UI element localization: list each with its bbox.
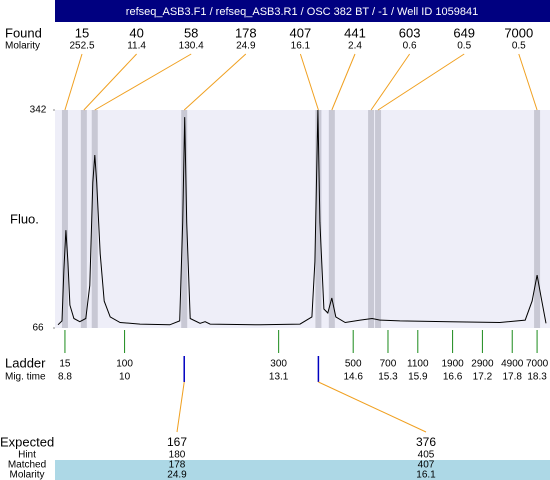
expected-row-label: Hint [18, 450, 36, 461]
found-size: 15 [75, 25, 89, 40]
mig-time: 14.6 [343, 372, 363, 383]
found-label: Found [5, 25, 42, 40]
found-size: 178 [235, 25, 257, 40]
peak-band [315, 110, 322, 328]
y-tick-label: 342 [30, 105, 47, 116]
ladder-size: 700 [380, 359, 397, 370]
peak-band [375, 110, 382, 328]
peak-band [534, 110, 541, 328]
ladder-size: 2900 [471, 359, 494, 370]
peak-connector [83, 53, 137, 111]
found-size: 58 [184, 25, 198, 40]
ladder-size: 500 [345, 359, 362, 370]
ladder-size: 15 [59, 359, 71, 370]
peak-band [61, 110, 68, 328]
expected-row-label: Expected [0, 434, 54, 449]
peak-band [91, 110, 98, 328]
found-molarity: 2.4 [348, 41, 362, 52]
peak-band [80, 110, 87, 328]
peak-band [368, 110, 375, 328]
peak-connector [518, 53, 538, 111]
expected-connector [318, 381, 427, 433]
found-molarity: 16.1 [291, 41, 311, 52]
peak-connector [183, 53, 247, 111]
peak-band [181, 110, 188, 328]
matched-molarity: 16.1 [416, 470, 436, 480]
ladder-size: 100 [116, 359, 133, 370]
matched-molarity: 24.9 [167, 470, 187, 480]
found-molarity: 11.4 [127, 41, 146, 52]
expected-connector [176, 381, 185, 433]
peak-connector [377, 53, 465, 111]
found-molarity: 130.4 [179, 41, 204, 52]
mig-time: 8.8 [58, 372, 72, 383]
y-label: Fluo. [10, 211, 39, 226]
mig-time: 15.9 [408, 372, 428, 383]
title-bar [55, 0, 550, 22]
mig-time-label: Mig. time [5, 372, 46, 383]
expected-size: 376 [416, 435, 436, 449]
mig-time: 17.2 [473, 372, 493, 383]
ladder-size: 300 [270, 359, 287, 370]
peak-band [328, 110, 335, 328]
found-size: 407 [290, 25, 312, 40]
mig-time: 15.3 [378, 372, 398, 383]
y-tick-label: 66 [32, 323, 44, 334]
found-molarity: 0.5 [512, 41, 526, 52]
mig-time: 10 [119, 372, 131, 383]
found-molarity: 0.6 [403, 41, 417, 52]
matched: 178 [169, 460, 186, 471]
peak-connector [94, 53, 192, 111]
matched-band [55, 460, 550, 480]
mig-time: 16.6 [443, 372, 463, 383]
ladder-label: Ladder [5, 355, 46, 370]
expected-row-label: Molarity [9, 470, 44, 480]
hint: 180 [169, 450, 186, 461]
peak-connector [331, 53, 356, 111]
found-molarity: 24.9 [236, 41, 256, 52]
found-molarity: 0.5 [457, 41, 471, 52]
found-molarity: 252.5 [69, 41, 94, 52]
ladder-size: 7000 [526, 359, 549, 370]
mig-time: 17.8 [502, 372, 522, 383]
trace [57, 109, 547, 326]
ladder-size: 4900 [501, 359, 524, 370]
peak-connector [299, 53, 319, 111]
peak-connector [64, 53, 83, 111]
molarity-label: Molarity [5, 41, 40, 52]
found-size: 603 [399, 25, 421, 40]
ladder-size: 1900 [441, 359, 464, 370]
mig-time: 13.1 [269, 372, 289, 383]
found-size: 7000 [504, 25, 533, 40]
found-size: 441 [344, 25, 366, 40]
found-size: 40 [129, 25, 143, 40]
matched: 407 [418, 460, 435, 471]
chart-title: refseq_ASB3.F1 / refseq_ASB3.R1 / OSC 38… [126, 6, 478, 18]
peak-connector [370, 53, 411, 111]
found-size: 649 [453, 25, 475, 40]
hint: 405 [418, 450, 435, 461]
mig-time: 18.3 [527, 372, 547, 383]
plot-area [55, 110, 550, 328]
expected-size: 167 [167, 435, 187, 449]
expected-row-label: Matched [8, 460, 46, 471]
ladder-size: 1100 [407, 359, 429, 370]
